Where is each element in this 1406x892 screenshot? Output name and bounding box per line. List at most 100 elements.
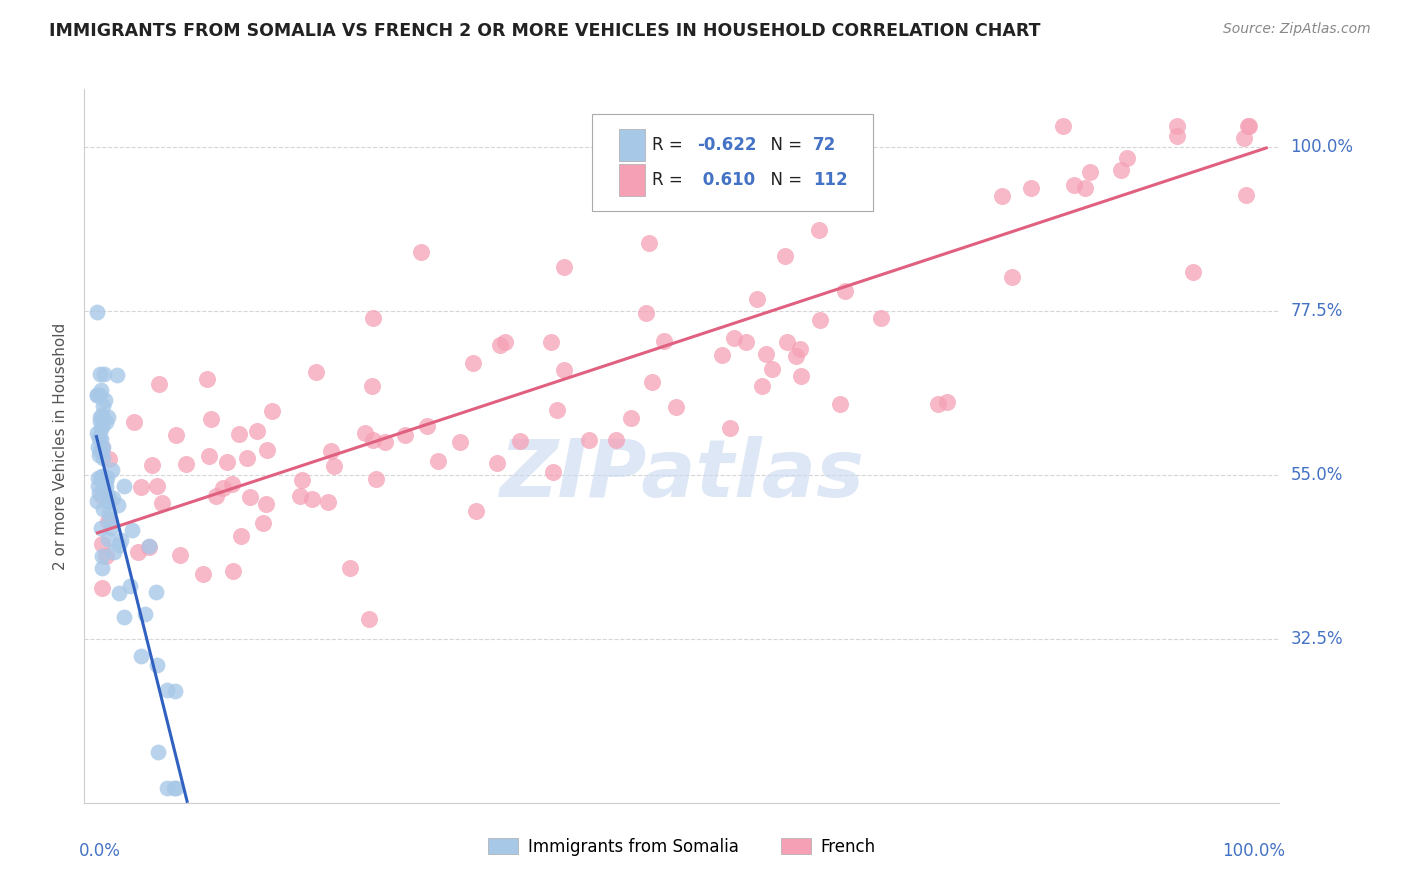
Point (361, 310, 384, 325)
Point (91, 409, 114, 423)
Point (465, 504, 488, 518)
Text: R =: R = (652, 136, 688, 153)
Point (191, 567, 214, 582)
Point (927, 397, 949, 411)
Point (246, 424, 269, 438)
Point (1233, 131, 1256, 145)
Point (637, 235, 659, 250)
Point (86, 494, 108, 508)
Text: Source: ZipAtlas.com: Source: ZipAtlas.com (1223, 22, 1371, 37)
Point (485, 456, 508, 470)
Point (228, 426, 250, 441)
Point (150, 496, 173, 510)
Point (323, 459, 346, 474)
Point (112, 610, 135, 624)
Legend: Immigrants from Somalia, French: Immigrants from Somalia, French (481, 831, 883, 863)
Point (619, 411, 641, 425)
Point (546, 403, 568, 417)
Point (89, 388, 111, 402)
Point (553, 363, 575, 377)
Text: IMMIGRANTS FROM SOMALIA VS FRENCH 2 OR MORE VEHICLES IN HOUSEHOLD CORRELATION CH: IMMIGRANTS FROM SOMALIA VS FRENCH 2 OR M… (49, 22, 1040, 40)
Point (98, 493, 121, 508)
Point (121, 523, 143, 537)
Point (991, 188, 1014, 202)
Point (138, 540, 160, 554)
Point (165, 427, 187, 442)
Point (198, 449, 221, 463)
Point (773, 249, 796, 263)
Text: R =: R = (652, 171, 688, 189)
Text: 77.5%: 77.5% (1291, 302, 1343, 320)
Point (801, 162, 824, 177)
Point (156, 682, 179, 697)
Point (90, 422, 112, 436)
Point (1234, 188, 1257, 202)
Point (107, 538, 129, 552)
Point (212, 482, 235, 496)
Point (540, 334, 562, 349)
Point (321, 444, 343, 458)
Point (97, 410, 120, 425)
Point (260, 404, 283, 418)
Point (89, 367, 111, 381)
Point (87, 430, 110, 444)
Point (834, 284, 856, 298)
Point (90, 384, 112, 398)
Point (89, 448, 111, 462)
Point (96, 549, 118, 564)
Point (761, 362, 783, 376)
Point (94, 474, 117, 488)
Point (553, 260, 575, 275)
Point (87, 431, 110, 445)
Point (339, 561, 361, 575)
Point (221, 476, 243, 491)
Text: 72: 72 (814, 136, 837, 153)
Point (361, 433, 384, 447)
Point (652, 334, 675, 348)
Point (90, 433, 112, 447)
Point (105, 368, 128, 383)
Point (605, 433, 627, 447)
Point (449, 434, 471, 449)
Point (751, 379, 773, 393)
Point (90, 581, 114, 595)
Point (755, 347, 778, 361)
Point (163, 684, 186, 698)
Point (200, 412, 222, 426)
Point (93, 393, 115, 408)
Text: 55.0%: 55.0% (1291, 467, 1343, 484)
Point (640, 375, 662, 389)
Point (90, 444, 112, 458)
Point (98, 452, 121, 467)
Point (361, 379, 384, 393)
Point (94, 479, 117, 493)
Point (1182, 265, 1205, 279)
Point (101, 491, 124, 506)
Point (541, 465, 564, 479)
Point (394, 427, 416, 442)
Point (90, 419, 112, 434)
Point (1052, 120, 1074, 134)
Text: 0.0%: 0.0% (79, 842, 121, 860)
Point (828, 397, 851, 411)
Point (87, 440, 110, 454)
Point (90, 468, 112, 483)
Point (790, 368, 813, 383)
Point (747, 292, 769, 306)
Point (93, 367, 115, 381)
Point (90, 441, 114, 455)
Point (1078, 164, 1101, 178)
Point (141, 458, 163, 472)
Text: 100.0%: 100.0% (1222, 842, 1285, 860)
Text: N =: N = (759, 171, 807, 189)
Point (98, 494, 121, 508)
Point (91, 561, 114, 575)
Point (789, 343, 811, 357)
Point (87, 471, 110, 485)
Point (156, 781, 179, 796)
Point (91, 549, 114, 564)
Point (718, 420, 741, 434)
Point (124, 415, 146, 429)
Point (89, 414, 111, 428)
Point (163, 781, 186, 796)
